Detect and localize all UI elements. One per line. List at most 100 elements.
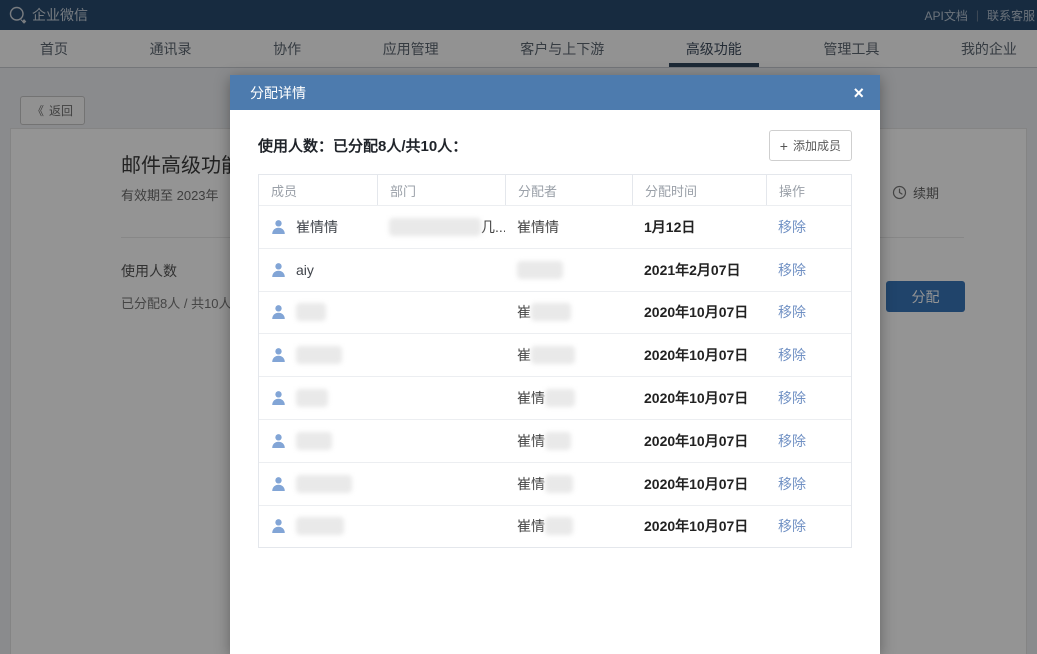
table-row: 崔情 2020年10月07日 移除	[259, 418, 851, 462]
cell-operation: 移除	[766, 206, 851, 248]
person-icon	[271, 518, 286, 534]
remove-link[interactable]: 移除	[778, 347, 806, 364]
redacted-department	[389, 217, 481, 236]
redacted-allocator	[531, 303, 571, 322]
redacted-member-name	[296, 303, 326, 322]
cell-department	[377, 506, 505, 548]
department-text: 几...	[481, 218, 505, 235]
member-name: aiy	[296, 261, 314, 278]
table-row: 崔 2020年10月07日 移除	[259, 290, 851, 334]
cell-member	[259, 377, 377, 419]
remove-link[interactable]: 移除	[778, 518, 806, 535]
person-icon	[271, 304, 286, 320]
redacted-allocator	[531, 346, 575, 365]
add-member-button[interactable]: + 添加成员	[768, 130, 852, 161]
cell-member	[259, 506, 377, 548]
redacted-member-name	[296, 517, 344, 536]
table-row: 崔情情 几... 崔情情 1月12日 移除	[259, 205, 851, 248]
remove-link[interactable]: 移除	[778, 304, 806, 321]
summary-row: 使用人数：已分配8人/共10人： + 添加成员	[258, 130, 852, 161]
nav-item-my-enterprise[interactable]: 我的企业	[960, 40, 1017, 57]
usage-summary-prefix: 使用人数：	[258, 138, 334, 155]
cell-allocation-time: 2020年10月07日	[644, 304, 749, 321]
cell-operation: 移除	[766, 506, 851, 548]
usage-summary: 使用人数：已分配8人/共10人：	[258, 135, 467, 156]
table-body: 崔情情 几... 崔情情 1月12日 移除 aiy 2021年2月07日 移除崔 2020年10…	[259, 205, 851, 547]
member-name: 崔情情	[296, 218, 338, 235]
allocate-button[interactable]: 分配	[886, 281, 965, 312]
allocation-detail-modal: 分配详情 × 使用人数：已分配8人/共10人： + 添加成员 成员 部门 分配者 分配…	[230, 75, 880, 654]
cell-allocation-time: 2020年10月07日	[644, 432, 749, 449]
remove-link[interactable]: 移除	[778, 218, 806, 235]
cell-allocation-time: 2021年2月07日	[644, 261, 741, 278]
nav-item-app-management[interactable]: 应用管理	[382, 40, 439, 57]
cell-member	[259, 463, 377, 505]
cell-department: 几...	[377, 206, 505, 248]
cell-operation: 移除	[766, 420, 851, 462]
redacted-member-name	[296, 431, 332, 450]
nav-item-customers-upstream-downstream[interactable]: 客户与上下游	[520, 40, 605, 57]
usage-summary-value: 已分配8人/共10人：	[333, 138, 468, 155]
back-button-label: 返回	[49, 104, 74, 118]
usage-value: 已分配8人 / 共10人	[121, 296, 232, 311]
nav-item-collaboration[interactable]: 协作	[273, 40, 302, 57]
allocator-name: 崔	[517, 304, 531, 321]
cell-department	[377, 292, 505, 334]
table-row: 崔情 2020年10月07日 移除	[259, 376, 851, 419]
person-icon	[271, 390, 286, 406]
table-row: 崔情 2020年10月07日 移除	[259, 461, 851, 505]
nav-items: 首页 通讯录 协作 应用管理 客户与上下游 高级功能 管理工具 我的企业	[0, 30, 1037, 67]
allocator-name: 崔情	[517, 432, 545, 449]
renew-link[interactable]: 续期	[892, 183, 939, 202]
allocator-name: 崔情情	[517, 218, 559, 235]
table-row: 崔情 2020年10月07日 移除	[259, 504, 851, 548]
redacted-member-name	[296, 474, 352, 493]
main-nav: 首页 通讯录 协作 应用管理 客户与上下游 高级功能 管理工具 我的企业	[0, 30, 1037, 68]
cell-operation: 移除	[766, 377, 851, 419]
remove-link[interactable]: 移除	[778, 475, 806, 492]
topbar-link[interactable]: API文档	[924, 8, 968, 23]
cell-allocation-time: 2020年10月07日	[644, 518, 749, 535]
topbar: 企业微信 API文档 | 联系客服	[0, 0, 1037, 30]
allocator-name: 崔情	[517, 518, 545, 535]
app-logo-text: 企业微信	[32, 7, 88, 23]
remove-link[interactable]: 移除	[778, 390, 806, 407]
table-row: aiy 2021年2月07日 移除	[259, 247, 851, 291]
redacted-allocator	[517, 260, 563, 279]
nav-item-management-tools[interactable]: 管理工具	[823, 40, 880, 57]
close-icon[interactable]: ×	[853, 82, 864, 103]
cell-allocation-time: 2020年10月07日	[644, 390, 749, 407]
column-header-0: 成员	[271, 183, 298, 199]
cell-member: 崔情情	[259, 206, 377, 248]
back-button[interactable]: 《 返回	[20, 96, 86, 125]
cell-department	[377, 463, 505, 505]
topbar-link[interactable]: 联系客服	[986, 8, 1035, 23]
cell-allocator: 崔情情	[505, 206, 632, 248]
person-icon	[271, 347, 286, 363]
back-chevrons-icon: 《	[32, 104, 45, 118]
cell-allocation-time: 1月12日	[644, 218, 696, 235]
cell-department	[377, 249, 505, 291]
remove-link[interactable]: 移除	[778, 432, 806, 449]
person-icon	[271, 262, 286, 278]
nav-item-advanced-features[interactable]: 高级功能	[668, 30, 759, 67]
cell-allocator: 崔	[505, 334, 632, 376]
redacted-allocator	[545, 517, 573, 536]
app-logo: 企业微信	[8, 5, 88, 25]
redacted-allocator	[545, 474, 573, 493]
validity-text: 有效期至 2023年	[121, 188, 219, 203]
usage-label: 使用人数	[121, 263, 177, 279]
nav-item-contacts[interactable]: 通讯录	[149, 40, 192, 57]
column-header-2: 分配者	[505, 175, 632, 205]
allocator-name: 崔情	[517, 475, 545, 492]
cell-allocator: 崔情	[505, 506, 632, 548]
table-row: 崔 2020年10月07日 移除	[259, 333, 851, 376]
nav-item-home[interactable]: 首页	[40, 40, 68, 57]
cell-member	[259, 334, 377, 376]
cell-allocator: 崔情	[505, 463, 632, 505]
cell-member	[259, 292, 377, 334]
remove-link[interactable]: 移除	[778, 261, 806, 278]
plus-icon: +	[779, 137, 788, 154]
cell-operation: 移除	[766, 249, 851, 291]
cell-allocator: 崔情	[505, 420, 632, 462]
